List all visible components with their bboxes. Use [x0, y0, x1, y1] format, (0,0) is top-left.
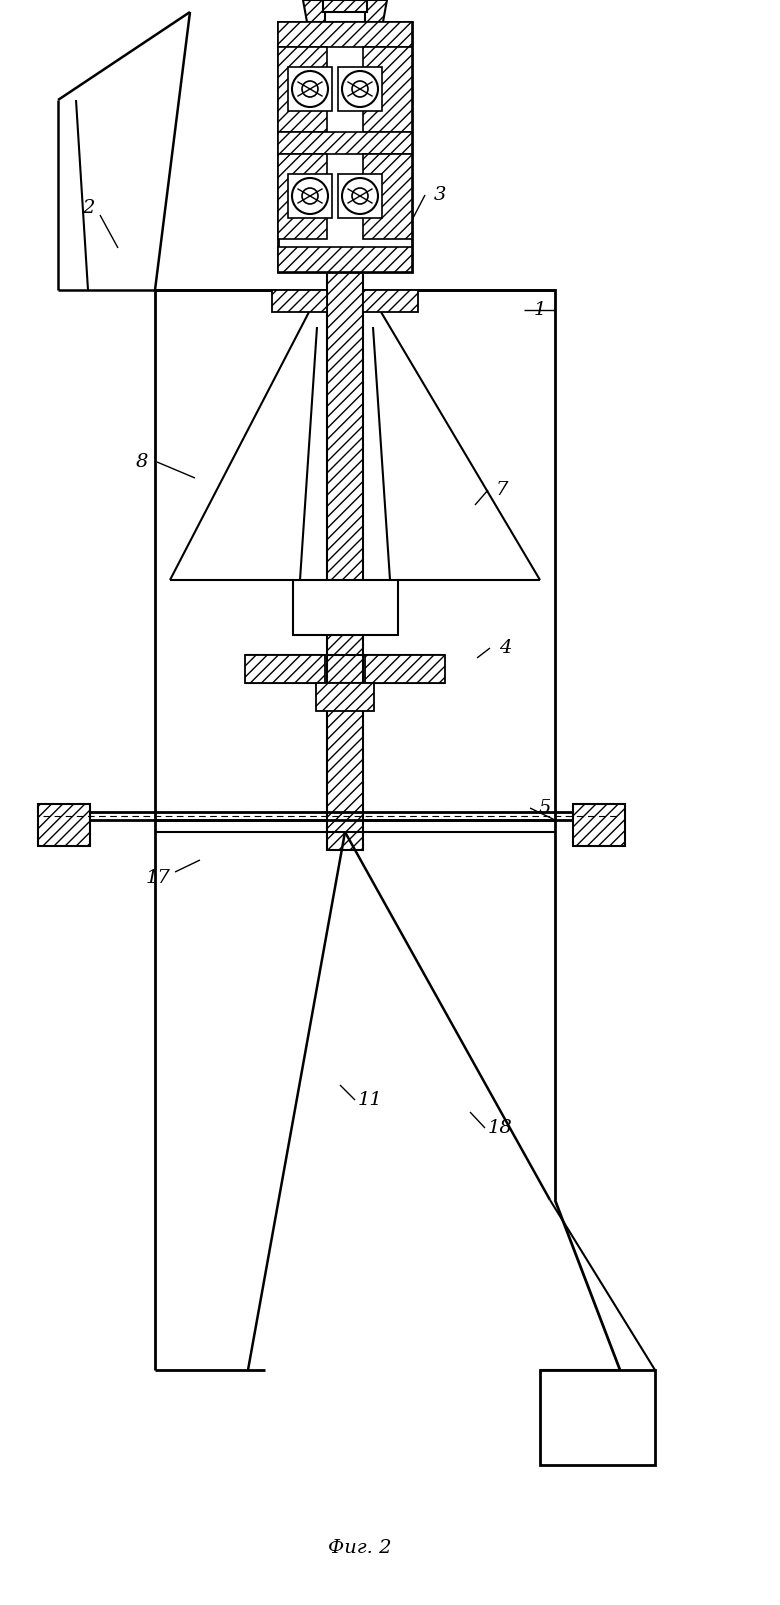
Circle shape: [352, 80, 368, 96]
Text: 3: 3: [434, 186, 446, 204]
Bar: [272, 291, 327, 311]
Circle shape: [292, 178, 328, 213]
Bar: [338, 67, 382, 111]
Bar: [540, 1371, 655, 1465]
Bar: [323, 0, 367, 11]
Text: 18: 18: [488, 1119, 512, 1136]
Bar: [278, 247, 412, 271]
Bar: [293, 579, 398, 636]
Bar: [363, 154, 412, 239]
Circle shape: [292, 71, 328, 108]
Circle shape: [352, 188, 368, 204]
Text: 8: 8: [136, 453, 148, 470]
Bar: [316, 684, 374, 711]
Text: 2: 2: [82, 199, 94, 217]
Circle shape: [342, 178, 378, 213]
Polygon shape: [303, 0, 325, 22]
Text: 4: 4: [499, 639, 511, 656]
Bar: [155, 291, 555, 820]
Circle shape: [342, 71, 378, 108]
Bar: [573, 804, 625, 846]
Bar: [245, 655, 325, 684]
Circle shape: [302, 80, 318, 96]
Bar: [288, 67, 332, 111]
Text: 11: 11: [357, 1091, 382, 1109]
Circle shape: [302, 188, 318, 204]
Text: 17: 17: [146, 868, 170, 888]
Bar: [38, 804, 90, 846]
Polygon shape: [365, 0, 387, 22]
Bar: [278, 154, 327, 239]
Bar: [278, 47, 327, 132]
Text: Фиг. 2: Фиг. 2: [328, 1539, 392, 1557]
Bar: [278, 22, 412, 271]
Text: 1: 1: [534, 302, 546, 319]
Bar: [327, 22, 363, 851]
Bar: [278, 22, 412, 47]
Text: 7: 7: [496, 482, 509, 499]
Bar: [363, 291, 418, 311]
Bar: [288, 173, 332, 218]
Bar: [278, 132, 412, 154]
Bar: [338, 173, 382, 218]
Bar: [365, 655, 445, 684]
Bar: [363, 47, 412, 132]
Text: 5: 5: [539, 799, 551, 817]
